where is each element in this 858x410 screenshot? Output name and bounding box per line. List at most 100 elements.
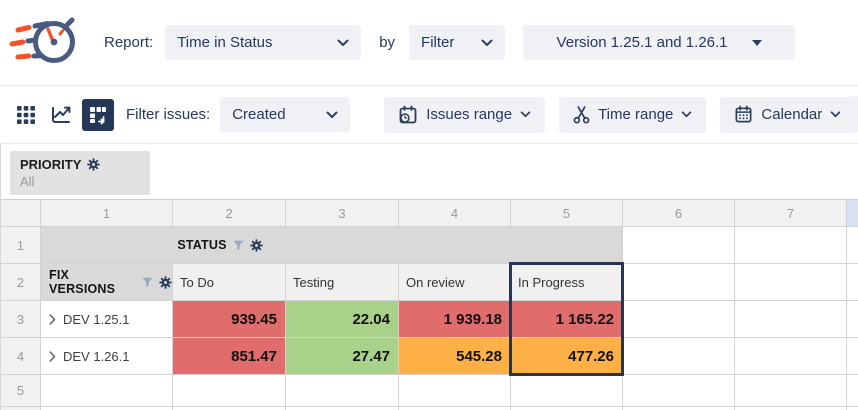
fix-version-row-dev-1-25-1[interactable]: DEV 1.25.1 [41,301,173,338]
row-label: DEV 1.25.1 [63,311,130,327]
dropdown-arrow-icon [751,39,762,46]
row-header-5[interactable]: 5 [1,375,41,407]
filter-type-dropdown[interactable]: Filter [409,25,506,60]
issues-range-label: Issues range [426,106,513,123]
calendar-label: Calendar [761,106,823,123]
chart-view-button[interactable] [46,99,78,131]
status-column-testing[interactable]: Testing [286,264,399,301]
column-header-1[interactable]: 1 [41,200,173,227]
version-filter-dropdown[interactable]: Version 1.25.1 and 1.26.1 [523,25,796,60]
priority-filter-label: PRIORITY [20,157,82,172]
filter-issues-value: Created [232,106,286,123]
status-group-header[interactable]: STATUS [41,227,623,264]
report-type-value: Time in Status [177,34,273,51]
empty-cell [286,407,399,410]
chevron-down-icon [682,111,692,118]
priority-filter-chip[interactable]: PRIORITY [10,151,150,195]
status-column-in-progress[interactable]: In Progress [511,264,623,301]
filter-issues-label: Filter issues: [126,106,211,123]
report-label: Report: [104,34,154,51]
time-range-label: Time range [598,106,674,123]
issues-range-button[interactable]: Issues range [384,96,546,133]
status-group-label: STATUS [177,238,227,252]
empty-cell [847,407,858,410]
value-cell[interactable]: 851.47 [173,338,286,375]
by-label: by [379,34,396,51]
report-header: Report: Time in Status by Filter Version… [0,0,858,86]
fix-versions-label: FIX VERSIONS [49,268,116,296]
pivot-view-button[interactable] [82,98,114,131]
filter-issues-dropdown[interactable]: Created [220,97,351,132]
empty-cell [735,227,847,264]
row-header-2[interactable]: 2 [1,264,41,301]
time-range-button[interactable]: Time range [559,96,707,133]
column-header-5[interactable]: 5 [511,200,623,227]
chart-view-icon [52,106,71,123]
scissors-icon [573,105,590,124]
empty-cell [847,375,858,407]
row-header-clipped [1,407,41,410]
sheet-corner-cell[interactable] [1,200,41,227]
column-header-3[interactable]: 3 [286,200,399,227]
report-type-dropdown[interactable]: Time in Status [165,25,362,60]
version-filter-value: Version 1.25.1 and 1.26.1 [556,34,728,51]
empty-cell [847,338,858,375]
grid-view-button[interactable] [10,99,42,131]
filter-funnel-icon[interactable] [142,277,153,288]
clipped-toolbar-button[interactable] [851,96,858,132]
priority-filter-value: All [20,174,35,189]
filter-funnel-icon[interactable] [233,240,244,251]
chevron-down-icon [337,39,349,46]
pivot-filters-panel: PRIORITY [0,143,858,199]
chevron-right-expand-icon[interactable] [49,350,56,362]
empty-cell [735,407,847,410]
column-header-clipped[interactable] [847,200,858,227]
gear-icon[interactable] [250,238,263,252]
status-column-todo[interactable]: To Do [173,264,286,301]
empty-cell [623,301,735,338]
empty-cell [399,407,511,410]
empty-cell [41,407,173,410]
chevron-down-icon [830,111,841,118]
value-cell[interactable]: 22.04 [286,301,399,338]
row-header-3[interactable]: 3 [1,301,41,338]
gear-icon[interactable] [87,158,101,171]
value-cell-selected[interactable]: 1 165.22 [511,301,623,338]
value-cell[interactable]: 27.47 [286,338,399,375]
column-header-6[interactable]: 6 [623,200,735,227]
empty-cell [847,264,858,301]
empty-cell [623,375,735,407]
empty-cell [173,407,286,410]
empty-cell [735,338,847,375]
column-header-4[interactable]: 4 [399,200,511,227]
status-column-on-review[interactable]: On review [399,264,511,301]
empty-cell [511,407,623,410]
row-header-4[interactable]: 4 [1,338,41,375]
pivot-view-icon [90,106,106,124]
column-header-7[interactable]: 7 [735,200,847,227]
value-cell[interactable]: 1 939.18 [399,301,511,338]
value-cell[interactable]: 939.45 [173,301,286,338]
grid-view-icon [17,105,35,124]
fix-version-row-dev-1-26-1[interactable]: DEV 1.26.1 [41,338,173,375]
chevron-right-expand-icon[interactable] [49,313,56,325]
view-toolbar: Filter issues: Created Issues range [0,86,858,143]
value-cell-selected[interactable]: 477.26 [511,338,623,375]
column-header-2[interactable]: 2 [173,200,286,227]
calendar-button[interactable]: Calendar [720,96,856,133]
gear-icon[interactable] [159,275,172,289]
empty-cell [735,375,847,407]
empty-cell [41,375,173,407]
row-label: DEV 1.26.1 [63,348,130,364]
fix-versions-header[interactable]: FIX VERSIONS [41,264,173,301]
empty-cell [623,407,735,410]
row-header-1[interactable]: 1 [1,227,41,264]
filter-type-value: Filter [421,34,455,51]
value-cell[interactable]: 545.28 [399,338,511,375]
chevron-down-icon [326,111,338,118]
chevron-down-icon [481,39,493,46]
empty-cell [173,375,286,407]
empty-cell [847,301,858,338]
chevron-down-icon [520,111,531,118]
empty-cell [511,375,623,407]
